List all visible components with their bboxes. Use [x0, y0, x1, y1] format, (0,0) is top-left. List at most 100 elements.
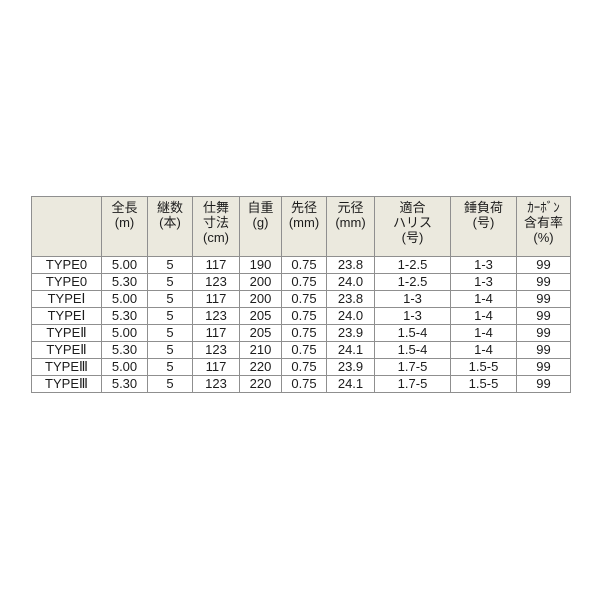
cell-compatible-harisu-go: 1.7-5	[374, 375, 451, 393]
cell-compatible-harisu-go: 1.7-5	[374, 358, 451, 376]
cell-butt-diameter-mm: 24.0	[326, 307, 375, 325]
cell-tip-diameter-mm: 0.75	[281, 290, 327, 308]
spec-table-header: 全長 (m) 継数 (本) 仕舞 寸法 (cm) 自重 (g) 先径 (mm) 元径 (m…	[31, 196, 571, 257]
cell-closed-length-cm: 117	[192, 290, 240, 308]
cell-tip-diameter-mm: 0.75	[281, 273, 327, 291]
cell-carbon-content-percent: 99	[516, 358, 571, 376]
cell-piece-count: 5	[147, 273, 193, 291]
cell-type: TYPEⅡ	[31, 341, 102, 359]
cell-compatible-harisu-go: 1.5-4	[374, 324, 451, 342]
spec-table-body: TYPE0 5.00 5 117 190 0.75 23.8 1-2.5 1-3 99 TYPE0 5…	[31, 256, 571, 393]
cell-butt-diameter-mm: 23.8	[326, 256, 375, 274]
cell-closed-length-cm: 123	[192, 375, 240, 393]
cell-self-weight-g: 200	[239, 290, 282, 308]
cell-total-length-m: 5.30	[101, 341, 148, 359]
rod-spec-table: 全長 (m) 継数 (本) 仕舞 寸法 (cm) 自重 (g) 先径 (mm) 元径 (m…	[31, 196, 571, 393]
cell-compatible-harisu-go: 1-3	[374, 290, 451, 308]
cell-carbon-content-percent: 99	[516, 307, 571, 325]
col-header-self-weight-g: 自重 (g)	[239, 196, 282, 257]
cell-butt-diameter-mm: 23.8	[326, 290, 375, 308]
col-header-sinker-load-go: 錘負荷 (号)	[450, 196, 517, 257]
cell-tip-diameter-mm: 0.75	[281, 358, 327, 376]
cell-butt-diameter-mm: 23.9	[326, 324, 375, 342]
cell-total-length-m: 5.30	[101, 375, 148, 393]
cell-self-weight-g: 220	[239, 358, 282, 376]
cell-sinker-load-go: 1-3	[450, 273, 517, 291]
cell-carbon-content-percent: 99	[516, 375, 571, 393]
cell-closed-length-cm: 123	[192, 341, 240, 359]
cell-carbon-content-percent: 99	[516, 324, 571, 342]
cell-type: TYPEⅡ	[31, 324, 102, 342]
cell-butt-diameter-mm: 23.9	[326, 358, 375, 376]
table-row: TYPEⅡ 5.00 5 117 205 0.75 23.9 1.5-4 1-4 99	[31, 324, 571, 342]
col-header-closed-length-cm: 仕舞 寸法 (cm)	[192, 196, 240, 257]
cell-tip-diameter-mm: 0.75	[281, 307, 327, 325]
table-row: TYPEⅡ 5.30 5 123 210 0.75 24.1 1.5-4 1-4 99	[31, 341, 571, 359]
cell-butt-diameter-mm: 24.1	[326, 375, 375, 393]
cell-total-length-m: 5.00	[101, 324, 148, 342]
cell-closed-length-cm: 123	[192, 307, 240, 325]
cell-piece-count: 5	[147, 290, 193, 308]
cell-closed-length-cm: 117	[192, 358, 240, 376]
col-header-piece-count: 継数 (本)	[147, 196, 193, 257]
cell-piece-count: 5	[147, 375, 193, 393]
cell-compatible-harisu-go: 1.5-4	[374, 341, 451, 359]
cell-carbon-content-percent: 99	[516, 256, 571, 274]
table-row: TYPEⅢ 5.00 5 117 220 0.75 23.9 1.7-5 1.5-5 99	[31, 358, 571, 376]
cell-sinker-load-go: 1.5-5	[450, 375, 517, 393]
cell-butt-diameter-mm: 24.0	[326, 273, 375, 291]
table-row: TYPE0 5.00 5 117 190 0.75 23.8 1-2.5 1-3 99	[31, 256, 571, 274]
cell-piece-count: 5	[147, 256, 193, 274]
cell-sinker-load-go: 1-4	[450, 307, 517, 325]
cell-total-length-m: 5.30	[101, 273, 148, 291]
cell-carbon-content-percent: 99	[516, 273, 571, 291]
cell-type: TYPEⅢ	[31, 375, 102, 393]
cell-tip-diameter-mm: 0.75	[281, 341, 327, 359]
table-row: TYPEⅠ 5.30 5 123 205 0.75 24.0 1-3 1-4 99	[31, 307, 571, 325]
col-header-type	[31, 196, 102, 257]
cell-sinker-load-go: 1-4	[450, 341, 517, 359]
cell-total-length-m: 5.00	[101, 358, 148, 376]
col-header-total-length-m: 全長 (m)	[101, 196, 148, 257]
cell-piece-count: 5	[147, 307, 193, 325]
cell-compatible-harisu-go: 1-2.5	[374, 256, 451, 274]
cell-type: TYPE0	[31, 273, 102, 291]
cell-tip-diameter-mm: 0.75	[281, 324, 327, 342]
cell-type: TYPEⅠ	[31, 290, 102, 308]
cell-tip-diameter-mm: 0.75	[281, 256, 327, 274]
cell-total-length-m: 5.30	[101, 307, 148, 325]
cell-sinker-load-go: 1-4	[450, 324, 517, 342]
cell-type: TYPE0	[31, 256, 102, 274]
col-header-carbon-content-percent: ｶｰﾎﾞﾝ 含有率 (%)	[516, 196, 571, 257]
cell-sinker-load-go: 1-3	[450, 256, 517, 274]
cell-self-weight-g: 205	[239, 324, 282, 342]
table-row: TYPEⅢ 5.30 5 123 220 0.75 24.1 1.7-5 1.5-5 99	[31, 375, 571, 393]
cell-self-weight-g: 210	[239, 341, 282, 359]
table-row: TYPEⅠ 5.00 5 117 200 0.75 23.8 1-3 1-4 99	[31, 290, 571, 308]
cell-tip-diameter-mm: 0.75	[281, 375, 327, 393]
table-row: TYPE0 5.30 5 123 200 0.75 24.0 1-2.5 1-3 99	[31, 273, 571, 291]
col-header-compatible-harisu-go: 適合 ハリス (号)	[374, 196, 451, 257]
cell-carbon-content-percent: 99	[516, 290, 571, 308]
cell-piece-count: 5	[147, 324, 193, 342]
col-header-butt-diameter-mm: 元径 (mm)	[326, 196, 375, 257]
cell-closed-length-cm: 117	[192, 324, 240, 342]
col-header-tip-diameter-mm: 先径 (mm)	[281, 196, 327, 257]
cell-piece-count: 5	[147, 358, 193, 376]
cell-sinker-load-go: 1-4	[450, 290, 517, 308]
cell-self-weight-g: 220	[239, 375, 282, 393]
cell-compatible-harisu-go: 1-2.5	[374, 273, 451, 291]
cell-closed-length-cm: 117	[192, 256, 240, 274]
cell-self-weight-g: 190	[239, 256, 282, 274]
cell-total-length-m: 5.00	[101, 256, 148, 274]
cell-sinker-load-go: 1.5-5	[450, 358, 517, 376]
spec-table-container: 全長 (m) 継数 (本) 仕舞 寸法 (cm) 自重 (g) 先径 (mm) 元径 (m…	[31, 196, 571, 393]
cell-piece-count: 5	[147, 341, 193, 359]
cell-self-weight-g: 200	[239, 273, 282, 291]
cell-butt-diameter-mm: 24.1	[326, 341, 375, 359]
cell-type: TYPEⅠ	[31, 307, 102, 325]
cell-compatible-harisu-go: 1-3	[374, 307, 451, 325]
cell-total-length-m: 5.00	[101, 290, 148, 308]
cell-carbon-content-percent: 99	[516, 341, 571, 359]
cell-self-weight-g: 205	[239, 307, 282, 325]
